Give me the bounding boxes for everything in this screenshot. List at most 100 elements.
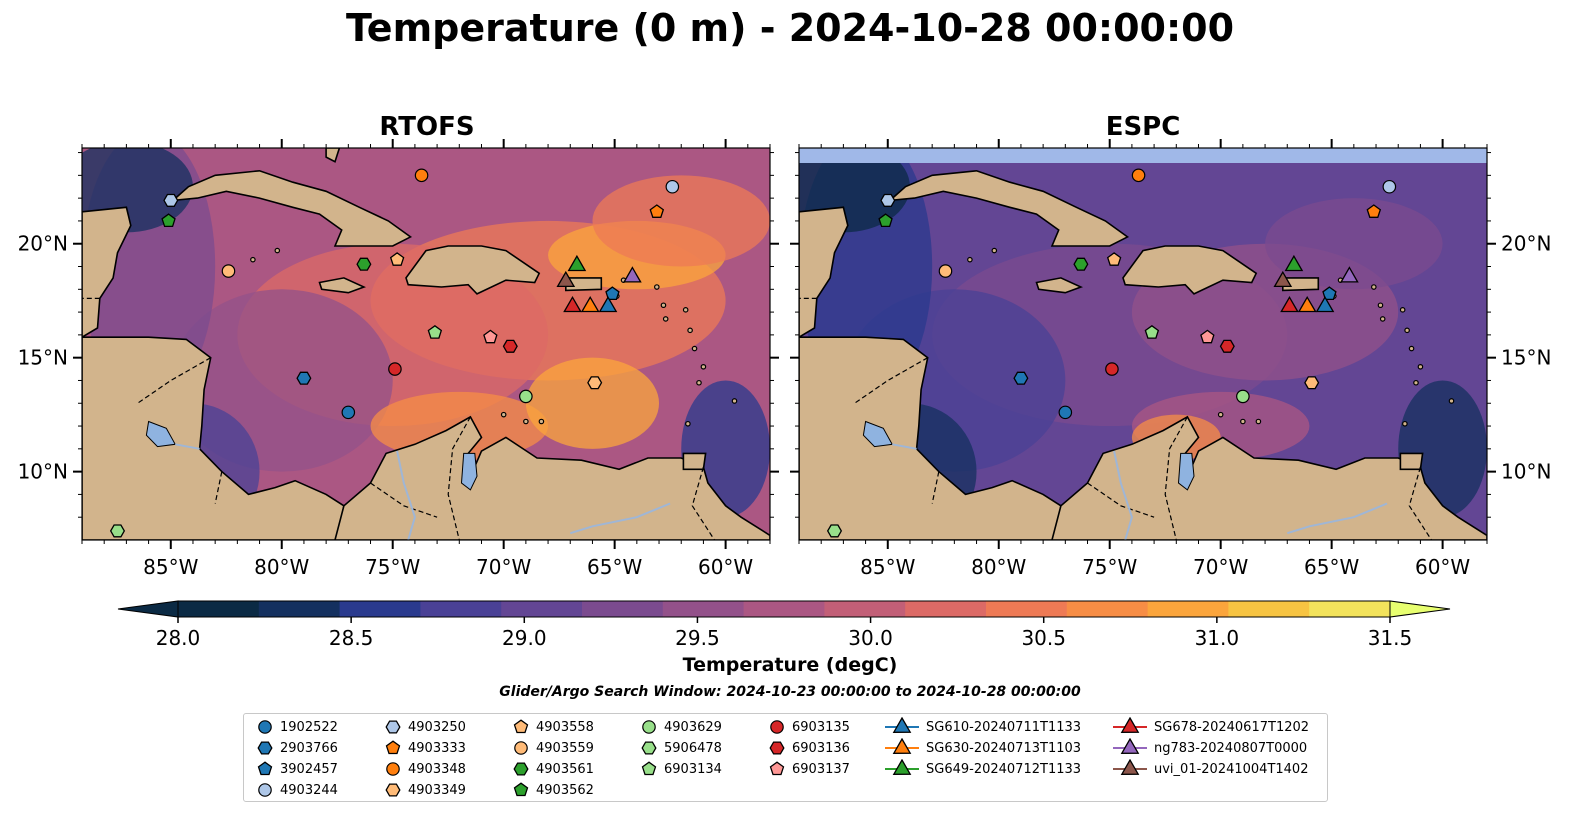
marker-uvi_01-20241004T1402 [556, 270, 576, 288]
island [500, 411, 507, 418]
island [662, 316, 669, 322]
lake-maracaibo [1177, 452, 1195, 491]
legend-item-6903135: 6903135 [768, 717, 850, 737]
legend-item-4903629: 4903629 [640, 717, 722, 737]
legend-item-4903558: 4903558 [512, 717, 594, 737]
legend-symbol [257, 741, 273, 755]
marker-4903349 [587, 376, 603, 390]
lon-tick-label: 65°W [587, 555, 642, 579]
legend-marker [386, 762, 400, 776]
legend-marker [514, 741, 528, 755]
marker-SG630-20240713T1103 [580, 296, 600, 313]
legend-label: 4903562 [536, 782, 594, 798]
marker-1902522 [341, 405, 356, 420]
legend-marker [769, 761, 785, 776]
land-cuba [887, 169, 1130, 247]
legend-symbol [513, 762, 529, 776]
land-trinidad [682, 452, 707, 471]
lon-tick-label: 85°W [860, 555, 915, 579]
legend-item-uvi_01-20241004T1402: uvi_01-20241004T1402 [1112, 759, 1308, 779]
legend-symbol [1113, 738, 1147, 754]
marker-ng783-20240807T0000 [623, 266, 642, 283]
legend-symbol [769, 741, 785, 755]
land-jamaica [318, 277, 367, 294]
colorbar-tick-label: 31.5 [1368, 626, 1413, 650]
legend-marker [641, 741, 657, 755]
legend-label: 6903135 [792, 719, 850, 735]
legend-label: 6903136 [792, 740, 850, 756]
marker-SG678-20240617T1202 [1280, 296, 1299, 313]
legend-marker [513, 782, 529, 797]
lat-tick-label: 10°N [18, 460, 68, 484]
legend-symbol [385, 740, 401, 755]
marker-2903766 [1013, 371, 1029, 385]
island [1371, 284, 1377, 290]
legend-symbol [258, 783, 272, 797]
marker-6903136 [502, 339, 518, 353]
marker-6903135 [1105, 362, 1119, 376]
lat-tick-label: 15°N [1501, 346, 1551, 370]
lat-tick-label: 15°N [18, 346, 68, 370]
colorbar-tick-label: 31.0 [1195, 626, 1240, 650]
legend-marker [769, 741, 785, 755]
legend-label: 2903766 [280, 740, 338, 756]
country-border [447, 416, 471, 540]
legend-marker [513, 719, 529, 734]
island [660, 302, 667, 309]
lon-tick-label: 75°W [365, 555, 420, 579]
marker-4903250 [163, 193, 179, 207]
legend-marker [642, 720, 656, 734]
marker-4903562 [878, 213, 893, 228]
colorbar-bin [258, 601, 341, 617]
land-bahamas [325, 148, 341, 163]
legend-symbol [1113, 759, 1147, 775]
marker-4903333 [649, 204, 665, 218]
colorbar-bin [339, 601, 421, 617]
legend-label: SG610-20240711T1133 [926, 719, 1082, 735]
legend-marker [385, 740, 401, 755]
marker-5906478 [109, 524, 126, 538]
marker-1902522 [1058, 405, 1073, 420]
legend-label: SG678-20240617T1202 [1154, 719, 1310, 735]
legend-symbol [642, 720, 656, 734]
island [654, 284, 660, 290]
marker-4903562 [161, 213, 176, 228]
marker-4903629 [519, 389, 533, 404]
marker-4903558 [389, 252, 405, 266]
map-layers [82, 148, 770, 540]
marker-3902457 [605, 286, 620, 301]
search-window-caption: Glider/Argo Search Window: 2024-10-23 00… [499, 684, 1081, 700]
island [731, 398, 738, 404]
colorbar-tick-label: 28.0 [156, 626, 201, 650]
marker-4903558 [1106, 252, 1122, 266]
legend-label: 5906478 [664, 740, 722, 756]
colorbar-tick-label: 30.5 [1021, 626, 1066, 650]
temperature-patch [1265, 198, 1443, 290]
legend-symbol [885, 759, 919, 775]
colorbar-bin [1228, 601, 1310, 617]
map-panel-rtofs: 85°W 80°W 75°W 70°W 65°W 60°W 20°N 15°N 10°N [18, 139, 779, 579]
legend-label: 6903137 [792, 761, 850, 777]
colorbar-bin [662, 601, 745, 617]
legend-marker [257, 741, 273, 755]
colorbar-bin [743, 601, 825, 617]
land-jamaica [1035, 277, 1084, 294]
legend-marker [1120, 738, 1140, 754]
legend-item-2903766: 2903766 [256, 738, 338, 758]
figure-title: Temperature (0 m) - 2024-10-28 00:00:00 [345, 6, 1235, 50]
legend-item-4903244: 4903244 [256, 780, 338, 800]
map-panel-espc: 85°W 80°W 75°W 70°W 65°W 60°W 20°N 15°N 10°N [790, 139, 1551, 579]
legend-item-SG630-20240713T1103: SG630-20240713T1103 [884, 738, 1081, 758]
legend-label: SG649-20240712T1133 [926, 761, 1082, 777]
land-southam [334, 415, 770, 540]
lake-nicaragua [145, 420, 176, 448]
lake-nicaragua [862, 420, 893, 448]
legend-label: 4903349 [408, 782, 466, 798]
country-border [214, 471, 223, 504]
legend-symbol [641, 741, 657, 755]
legend-symbol [514, 741, 528, 755]
legend-item-4903333: 4903333 [384, 738, 466, 758]
legend-label: 3902457 [280, 761, 338, 777]
colorbar-bin [178, 601, 260, 617]
colorbar-label: Temperature (degC) [682, 654, 898, 676]
